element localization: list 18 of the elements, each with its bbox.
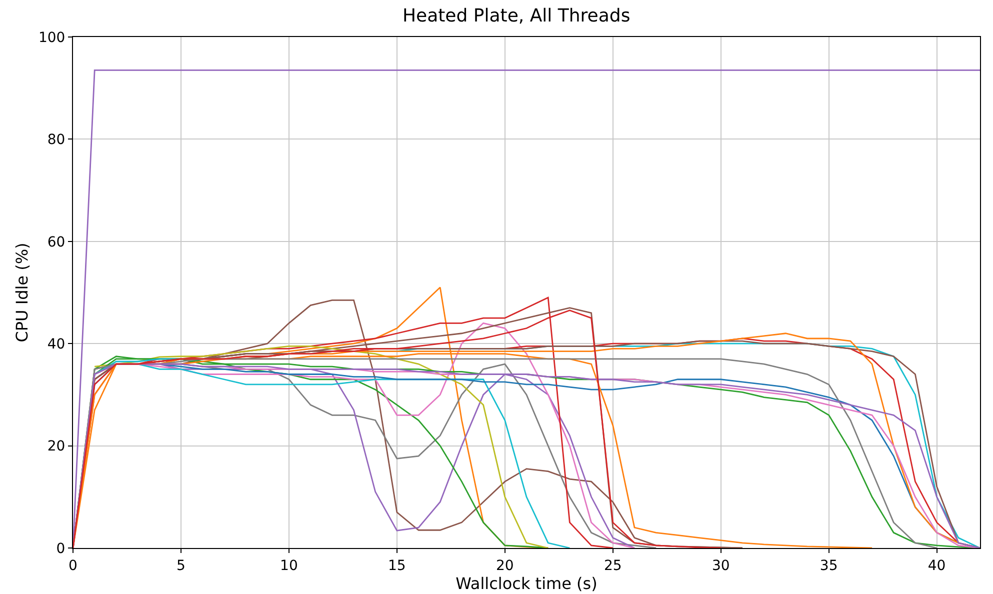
x-tick-label: 25	[604, 558, 622, 574]
y-tick-label: 80	[47, 132, 66, 148]
y-tick-label: 60	[47, 234, 66, 250]
chart-title: Heated Plate, All Threads	[402, 6, 630, 27]
y-tick-label: 40	[47, 336, 66, 352]
y-tick-label: 100	[38, 30, 66, 46]
y-axis-title: CPU Idle (%)	[12, 242, 32, 342]
x-tick-label: 10	[280, 558, 298, 574]
x-tick-label: 15	[388, 558, 406, 574]
x-tick-label: 20	[496, 558, 514, 574]
x-tick-label: 40	[928, 558, 946, 574]
x-tick-label: 0	[68, 558, 78, 574]
x-axis-title: Wallclock time (s)	[456, 574, 598, 593]
y-tick-label: 0	[56, 540, 66, 557]
x-tick-label: 5	[176, 558, 186, 574]
y-tick-label: 20	[47, 438, 66, 455]
x-tick-label: 35	[820, 558, 838, 574]
x-tick-label: 30	[712, 558, 730, 574]
